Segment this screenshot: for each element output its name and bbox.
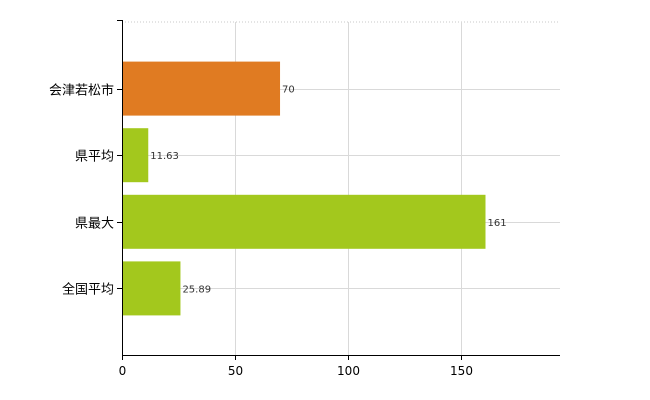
bar-1 <box>122 128 149 183</box>
category-label-2: 県最大 <box>75 217 114 232</box>
x-tick-label-3: 150 <box>450 364 473 378</box>
bar-2 <box>122 194 486 249</box>
bars <box>122 61 486 316</box>
value-label-0: 70 <box>282 85 295 96</box>
bar-3 <box>122 261 181 316</box>
x-tick-label-2: 100 <box>337 364 360 378</box>
x-tick-label-1: 50 <box>228 364 243 378</box>
value-label-2: 161 <box>487 218 506 229</box>
value-label-1: 11.63 <box>150 151 179 162</box>
bar-0 <box>122 61 281 116</box>
axes <box>117 20 560 360</box>
category-label-0: 会津若松市 <box>49 83 114 99</box>
category-label-1: 県平均 <box>75 150 114 165</box>
value-label-3: 25.89 <box>182 284 211 295</box>
category-label-3: 全国平均 <box>62 282 114 298</box>
x-tick-label-0: 0 <box>119 364 127 378</box>
